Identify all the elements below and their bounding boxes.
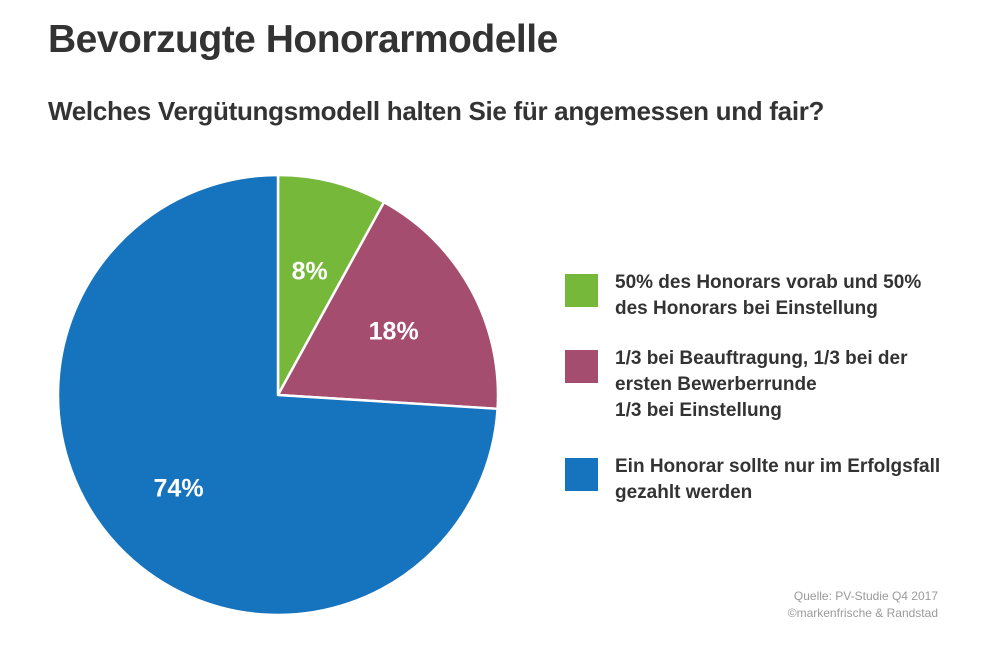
slice-value-label-3: 74%	[154, 474, 204, 502]
pie-slice-1	[276, 173, 386, 397]
chart-title: Bevorzugte Honorarmodelle	[48, 18, 558, 61]
legend-item-2: 1/3 bei Beauftragung, 1/3 bei der ersten…	[565, 346, 955, 424]
legend-item-3: Ein Honorar sollte nur im Erfolgsfall ge…	[565, 454, 955, 506]
source-line: Quelle: PV-Studie Q4 2017	[793, 589, 938, 603]
legend-item-1: 50% des Honorars vorab und 50% des Honor…	[565, 270, 955, 322]
source-note: Quelle: PV-Studie Q4 2017 ©markenfrische…	[788, 588, 938, 622]
slice-value-label-2: 18%	[369, 317, 419, 345]
legend-label: 1/3 bei Beauftragung, 1/3 bei der ersten…	[615, 348, 908, 421]
pie-slice-3	[56, 173, 499, 617]
pie-slice-2	[276, 200, 500, 411]
legend-label: Ein Honorar sollte nur im Erfolgsfall ge…	[615, 456, 941, 503]
chart-subtitle: Welches Vergütungsmodell halten Sie für …	[48, 96, 825, 126]
copyright-line: ©markenfrische & Randstad	[787, 606, 938, 620]
legend-swatch	[565, 350, 598, 383]
legend-swatch	[565, 274, 598, 307]
slice-value-label-1: 8%	[292, 257, 328, 285]
legend-swatch	[565, 458, 598, 491]
legend-label: 50% des Honorars vorab und 50% des Honor…	[615, 272, 922, 319]
